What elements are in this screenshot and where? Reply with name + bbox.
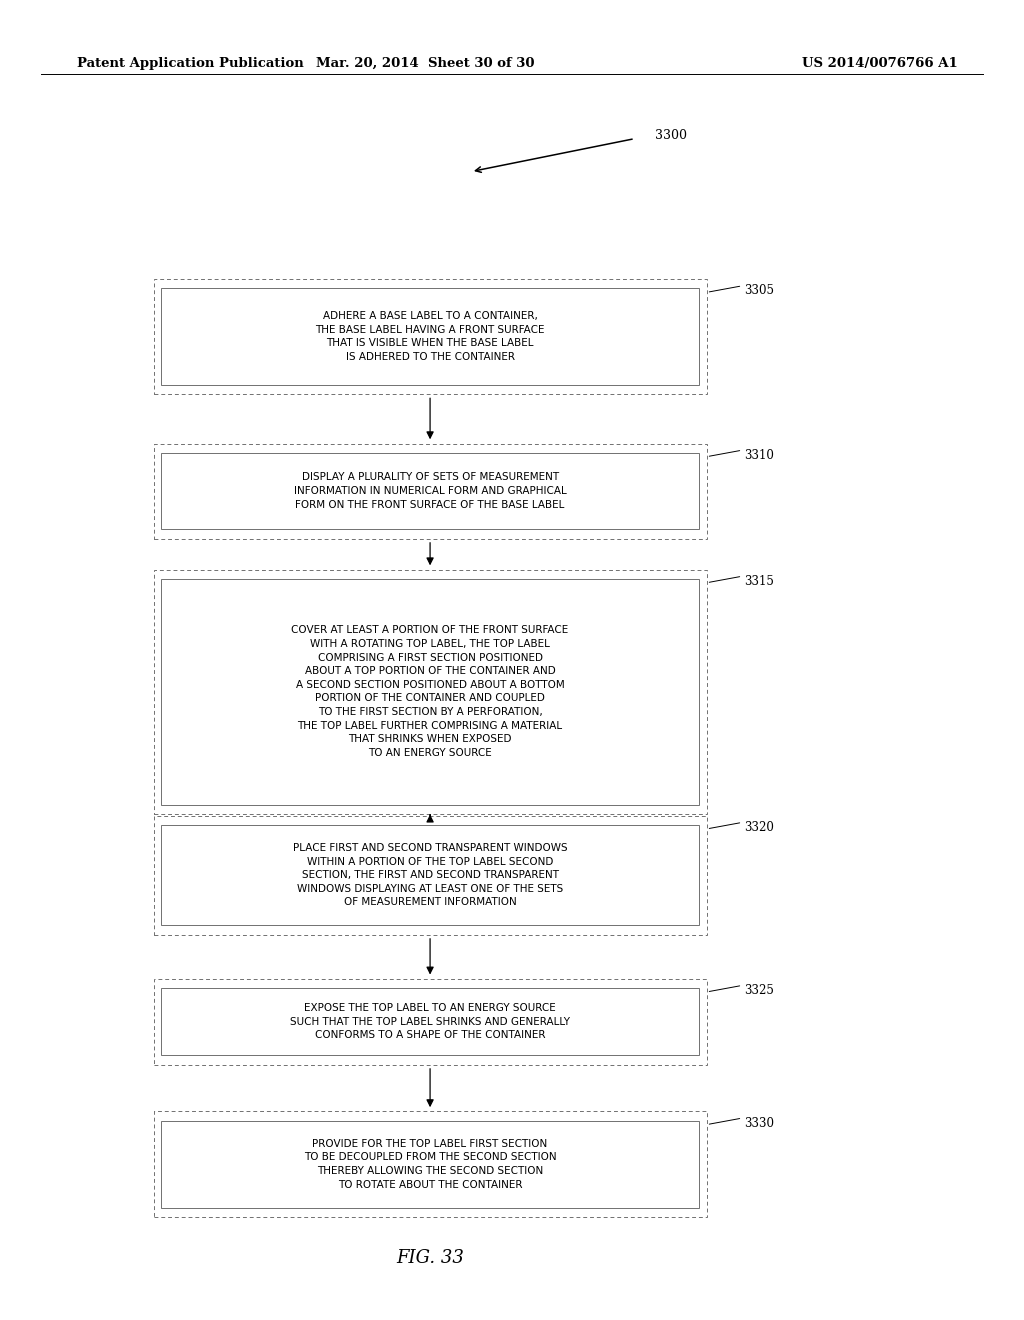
Text: US 2014/0076766 A1: US 2014/0076766 A1	[802, 57, 957, 70]
Text: DISPLAY A PLURALITY OF SETS OF MEASUREMENT
INFORMATION IN NUMERICAL FORM AND GRA: DISPLAY A PLURALITY OF SETS OF MEASUREME…	[294, 473, 566, 510]
Text: 3310: 3310	[744, 449, 774, 462]
Text: Mar. 20, 2014  Sheet 30 of 30: Mar. 20, 2014 Sheet 30 of 30	[315, 57, 535, 70]
Text: ADHERE A BASE LABEL TO A CONTAINER,
THE BASE LABEL HAVING A FRONT SURFACE
THAT I: ADHERE A BASE LABEL TO A CONTAINER, THE …	[315, 312, 545, 362]
Text: 3305: 3305	[744, 285, 774, 297]
Bar	[161, 579, 699, 805]
Bar	[161, 987, 699, 1056]
Text: 3325: 3325	[744, 985, 774, 997]
Bar	[161, 453, 699, 529]
Bar	[154, 444, 707, 539]
Bar	[154, 570, 707, 813]
Bar	[154, 1111, 707, 1217]
Bar	[154, 979, 707, 1064]
Bar	[154, 280, 707, 393]
Bar	[161, 289, 699, 385]
Text: 3320: 3320	[744, 821, 774, 834]
Text: 3315: 3315	[744, 576, 774, 587]
Bar	[161, 825, 699, 925]
Text: Patent Application Publication: Patent Application Publication	[77, 57, 303, 70]
Text: 3330: 3330	[744, 1117, 774, 1130]
Text: 3300: 3300	[655, 129, 687, 143]
Text: PROVIDE FOR THE TOP LABEL FIRST SECTION
TO BE DECOUPLED FROM THE SECOND SECTION
: PROVIDE FOR THE TOP LABEL FIRST SECTION …	[304, 1139, 556, 1189]
Bar	[154, 816, 707, 935]
Bar	[161, 1121, 699, 1208]
Text: FIG. 33: FIG. 33	[396, 1249, 464, 1267]
Text: PLACE FIRST AND SECOND TRANSPARENT WINDOWS
WITHIN A PORTION OF THE TOP LABEL SEC: PLACE FIRST AND SECOND TRANSPARENT WINDO…	[293, 843, 567, 907]
Text: COVER AT LEAST A PORTION OF THE FRONT SURFACE
WITH A ROTATING TOP LABEL, THE TOP: COVER AT LEAST A PORTION OF THE FRONT SU…	[292, 626, 568, 758]
Text: EXPOSE THE TOP LABEL TO AN ENERGY SOURCE
SUCH THAT THE TOP LABEL SHRINKS AND GEN: EXPOSE THE TOP LABEL TO AN ENERGY SOURCE…	[290, 1003, 570, 1040]
